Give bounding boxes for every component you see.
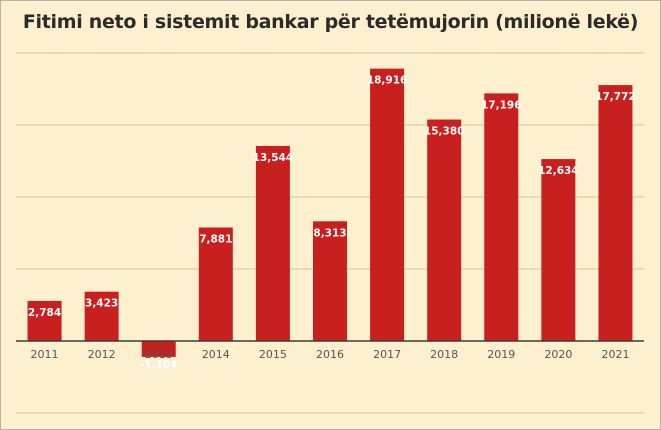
data-label: 8,313 (313, 227, 346, 239)
x-tick-label: 2020 (544, 348, 572, 361)
bar-2013 (141, 341, 176, 357)
bar-2019 (484, 93, 519, 342)
bar-2018 (427, 119, 462, 341)
x-tick-label: 2018 (430, 348, 458, 361)
x-tick-label: 2011 (31, 348, 59, 361)
bar-2014 (198, 227, 233, 341)
data-label: 18,916 (367, 75, 408, 87)
x-tick-label: 2014 (202, 348, 230, 361)
data-label: 7,881 (199, 234, 232, 246)
data-label: 13,544 (253, 152, 294, 164)
bar-2011 (27, 300, 62, 341)
data-label: -1,104 (140, 359, 178, 371)
data-label: 17,772 (595, 91, 636, 103)
bar-2015 (255, 145, 290, 341)
x-tick-label: 2013 (145, 348, 173, 361)
data-label: 3,423 (85, 298, 118, 310)
x-tick-label: 2012 (88, 348, 116, 361)
data-label: 12,634 (538, 165, 579, 177)
x-tick-label: 2017 (373, 348, 401, 361)
data-label: 15,380 (424, 126, 465, 138)
data-label: 17,196 (481, 99, 522, 111)
bar-2012 (84, 291, 119, 341)
bar-2021 (598, 85, 633, 342)
chart-title: Fitimi neto i sistemit bankar për tetëmu… (22, 11, 639, 33)
x-tick-label: 2021 (601, 348, 629, 361)
bar-2017 (370, 68, 405, 342)
data-label: 2,784 (28, 307, 61, 319)
bar-2020 (541, 159, 576, 341)
x-tick-label: 2016 (316, 348, 344, 361)
x-tick-label: 2019 (487, 348, 515, 361)
bar-2016 (313, 221, 347, 341)
x-tick-label: 2015 (259, 348, 287, 361)
